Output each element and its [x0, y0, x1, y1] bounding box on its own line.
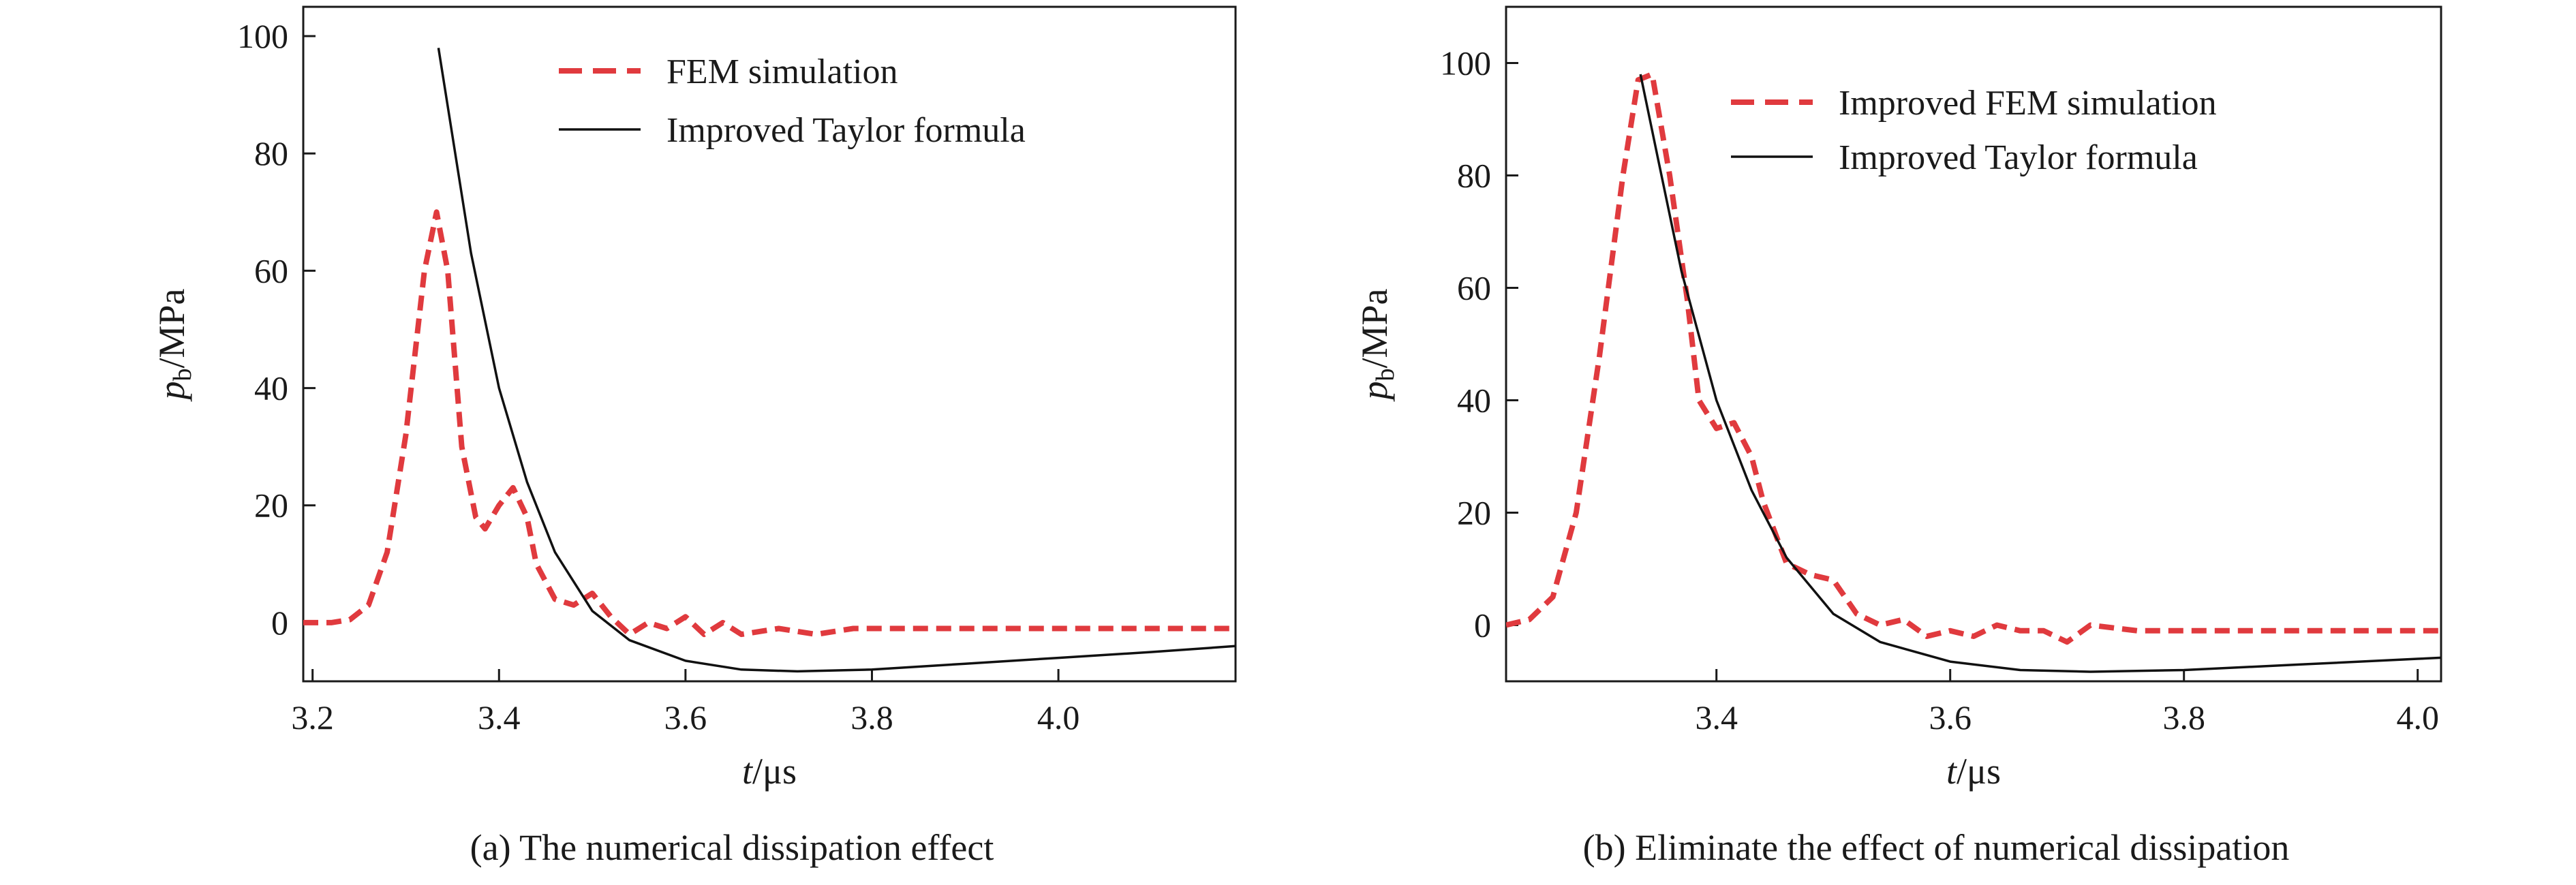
x-axis-unit: /μs [1957, 751, 2001, 792]
x-axis-variable: t [1946, 751, 1958, 792]
y-axis-label: pb/MPa [151, 288, 197, 402]
series-line-dashed [303, 209, 1236, 638]
legend-label: Improved Taylor formula [666, 111, 1026, 150]
y-tick-label: 40 [1457, 382, 1491, 420]
y-tick-label: 0 [1474, 606, 1491, 645]
x-tick-label: 4.0 [1037, 698, 1080, 736]
panel-caption: (a) The numerical dissipation effect [470, 827, 994, 868]
x-tick-label: 3.4 [478, 698, 521, 736]
x-tick-label: 3.4 [1695, 698, 1738, 736]
legend-label: FEM simulation [666, 52, 898, 91]
y-axis-variable: p [1354, 382, 1395, 403]
x-axis-label: t/μs [1946, 751, 2001, 792]
x-tick-label: 3.2 [291, 698, 334, 736]
x-tick-label: 3.8 [2162, 698, 2205, 736]
panel-caption: (b) Eliminate the effect of numerical di… [1583, 827, 2290, 868]
y-tick-label: 60 [254, 251, 288, 290]
y-tick-label: 0 [271, 604, 288, 642]
x-tick-label: 3.6 [1929, 698, 1972, 736]
series-line-dashed [1506, 72, 2441, 645]
legend-label: Improved Taylor formula [1839, 138, 2198, 177]
plot-frame [302, 5, 1237, 683]
y-axis-variable: p [151, 382, 192, 403]
legend: FEM simulation Improved Taylor formula [559, 52, 1026, 150]
y-tick-label: 80 [1457, 157, 1491, 195]
y-tick-label: 60 [1457, 269, 1491, 307]
y-axis-unit: /MPa [1354, 288, 1395, 368]
y-tick-label: 20 [254, 486, 288, 525]
x-tick-label: 3.6 [664, 698, 707, 736]
y-axis-unit: /MPa [151, 288, 192, 368]
x-tick-label: 4.0 [2396, 698, 2439, 736]
y-axis-label: pb/MPa [1354, 288, 1400, 402]
y-tick-label: 80 [254, 134, 288, 172]
legend-label: Improved FEM simulation [1839, 84, 2217, 123]
y-tick-label: 100 [237, 17, 288, 55]
panel-a: 3.2 3.4 3.6 3.8 4.0 0 20 40 60 80 100 t/μs pb/MPa FEM… [151, 5, 1237, 868]
series-line-solid [437, 48, 1236, 673]
x-axis-label: t/μs [742, 751, 797, 792]
y-tick-label: 40 [254, 369, 288, 407]
y-tick-label: 20 [1457, 494, 1491, 532]
plot-frame [1505, 5, 2442, 683]
panel-b: 3.4 3.6 3.8 4.0 0 20 40 60 80 100 t/μs pb/MPa Improv… [1354, 5, 2442, 868]
y-axis-subscript: b [1371, 369, 1400, 382]
y-tick-label: 100 [1440, 44, 1491, 82]
x-tick-label: 3.8 [850, 698, 893, 736]
legend: Improved FEM simulation Improved Taylor f… [1731, 84, 2217, 177]
y-axis-subscript: b [168, 369, 197, 382]
x-axis-variable: t [742, 751, 754, 792]
series-line-solid [1639, 74, 2441, 673]
x-axis-unit: /μs [752, 751, 797, 792]
